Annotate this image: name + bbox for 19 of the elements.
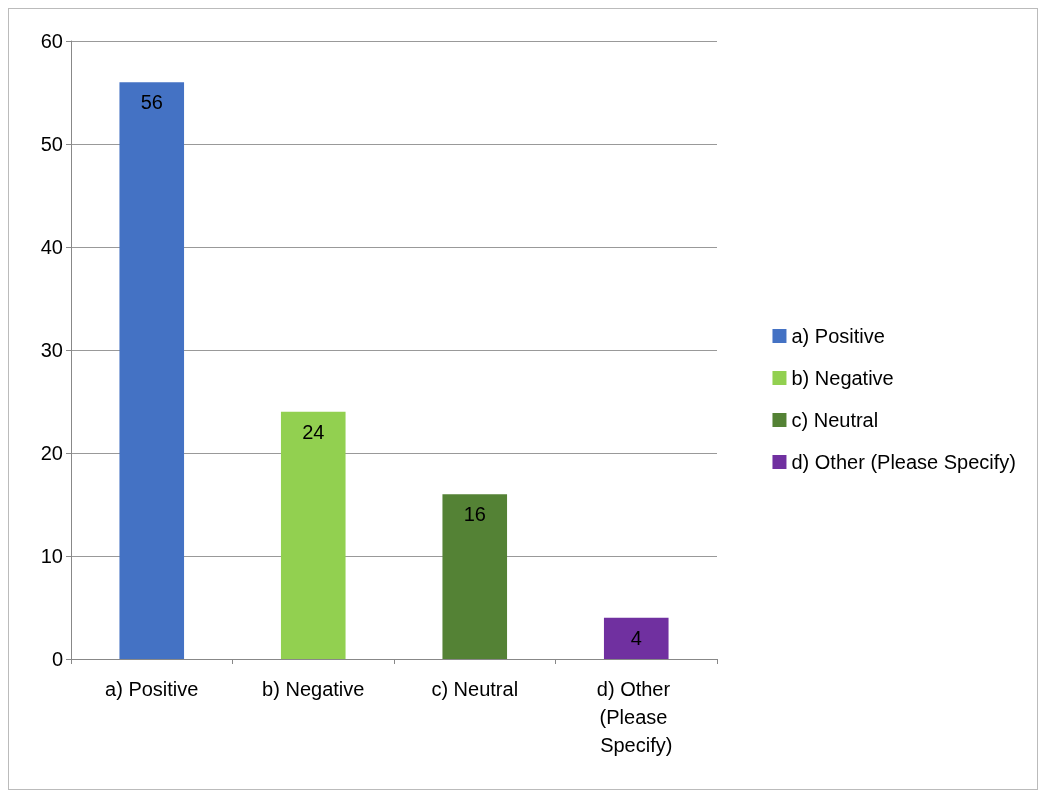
y-tick-label: 60 <box>40 30 63 52</box>
x-tick-label: b) Negative <box>262 678 365 700</box>
y-tick-label: 0 <box>51 648 63 670</box>
data-label: 56 <box>140 91 163 114</box>
data-label: 24 <box>302 420 325 443</box>
y-tick-label: 50 <box>40 133 63 155</box>
legend-label: d) Other (Please Specify) <box>791 451 1016 473</box>
y-tick-label: 40 <box>40 236 63 258</box>
legend-label: c) Neutral <box>791 409 879 431</box>
x-tick-label: d) Other (Please Specify) <box>596 678 676 756</box>
data-label: 16 <box>463 503 486 526</box>
y-tick-label: 20 <box>40 442 63 464</box>
y-tick-label: 30 <box>40 339 63 361</box>
data-label: 4 <box>630 626 642 649</box>
legend-label: b) Negative <box>791 367 894 389</box>
x-tick-label: a) Positive <box>105 678 199 700</box>
y-tick-label: 10 <box>40 545 63 567</box>
legend-label: a) Positive <box>791 325 885 347</box>
x-tick-label: c) Neutral <box>431 678 519 700</box>
